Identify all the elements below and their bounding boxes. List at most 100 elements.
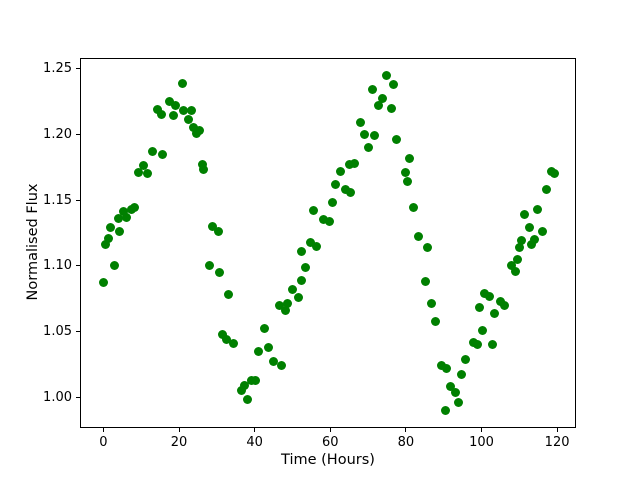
x-tick-label: 20 [170, 434, 188, 450]
x-tick [480, 427, 482, 432]
data-point [153, 104, 162, 114]
data-point [142, 169, 152, 179]
data-point [283, 299, 293, 309]
data-point [450, 387, 460, 397]
data-point [454, 398, 464, 408]
data-point [484, 291, 494, 301]
data-point [113, 214, 123, 223]
data-point [251, 375, 261, 385]
data-point [223, 290, 233, 300]
data-point [138, 161, 148, 171]
data-point [369, 131, 379, 141]
data-point [420, 277, 430, 287]
y-tick [76, 133, 80, 135]
data-point [157, 149, 167, 159]
data-point [382, 70, 392, 80]
data-point [222, 334, 232, 344]
y-tick-label: 1.15 [43, 192, 72, 208]
data-point [308, 206, 318, 216]
data-point [336, 166, 346, 176]
y-tick [76, 199, 80, 201]
data-point [431, 316, 441, 326]
y-tick-label: 1.00 [43, 389, 72, 405]
data-point [445, 382, 455, 392]
x-axis-label: Time (Hours) [281, 452, 375, 468]
data-point [340, 185, 350, 195]
x-tick [254, 427, 256, 432]
data-point [204, 261, 214, 271]
y-tick [76, 68, 80, 70]
data-point [214, 267, 224, 277]
data-point [550, 169, 560, 179]
x-tick-label: 120 [544, 434, 570, 450]
data-point [275, 300, 285, 310]
data-point [280, 306, 290, 316]
data-point [109, 261, 119, 271]
data-point [525, 223, 534, 233]
data-point [236, 386, 246, 396]
data-point [346, 187, 356, 197]
data-point [277, 361, 286, 371]
data-point [404, 153, 414, 163]
data-point [440, 405, 450, 415]
data-point [472, 340, 482, 350]
data-point [179, 106, 189, 116]
data-point [487, 340, 497, 350]
data-point [542, 185, 552, 195]
data-point [349, 158, 359, 168]
data-point [259, 324, 269, 334]
data-point [474, 303, 484, 313]
x-tick-label: 60 [321, 434, 339, 450]
data-point [330, 179, 340, 189]
data-point [526, 240, 536, 250]
data-point [301, 262, 311, 272]
data-point [103, 233, 113, 243]
data-point [359, 129, 369, 139]
data-point [269, 357, 279, 367]
data-point [189, 123, 199, 133]
data-point [423, 242, 433, 252]
x-tick-label: 80 [397, 434, 415, 450]
data-point [456, 370, 466, 380]
data-point [98, 278, 108, 288]
data-point [148, 146, 158, 156]
data-point [312, 241, 322, 251]
data-point [165, 97, 175, 107]
data-point [408, 203, 418, 213]
y-tick [76, 265, 80, 267]
data-point [511, 266, 520, 276]
data-point [461, 354, 471, 364]
data-point [517, 236, 527, 246]
data-point [246, 375, 256, 385]
data-point [168, 111, 178, 121]
x-tick [329, 427, 331, 432]
data-point [115, 227, 125, 237]
x-tick [178, 427, 180, 432]
data-point [478, 325, 488, 335]
y-tick-label: 1.10 [43, 258, 72, 274]
data-point [297, 275, 307, 285]
y-tick-label: 1.20 [43, 126, 72, 142]
data-point [401, 168, 411, 177]
data-point [170, 100, 180, 110]
data-point [378, 94, 388, 104]
data-point [530, 235, 540, 245]
y-tick-label: 1.05 [43, 324, 72, 340]
data-point [514, 242, 524, 252]
data-point [134, 168, 144, 177]
data-point [129, 203, 139, 213]
data-point [427, 299, 437, 309]
data-point [374, 100, 384, 110]
x-tick-label: 40 [246, 434, 263, 450]
data-point [194, 125, 204, 135]
data-point [512, 254, 522, 264]
data-point [218, 329, 228, 339]
x-tick [405, 427, 407, 432]
y-tick [76, 396, 80, 398]
data-point [239, 380, 249, 390]
data-point [368, 85, 378, 95]
data-point [499, 300, 509, 310]
data-point [355, 118, 365, 128]
data-point [506, 261, 516, 271]
